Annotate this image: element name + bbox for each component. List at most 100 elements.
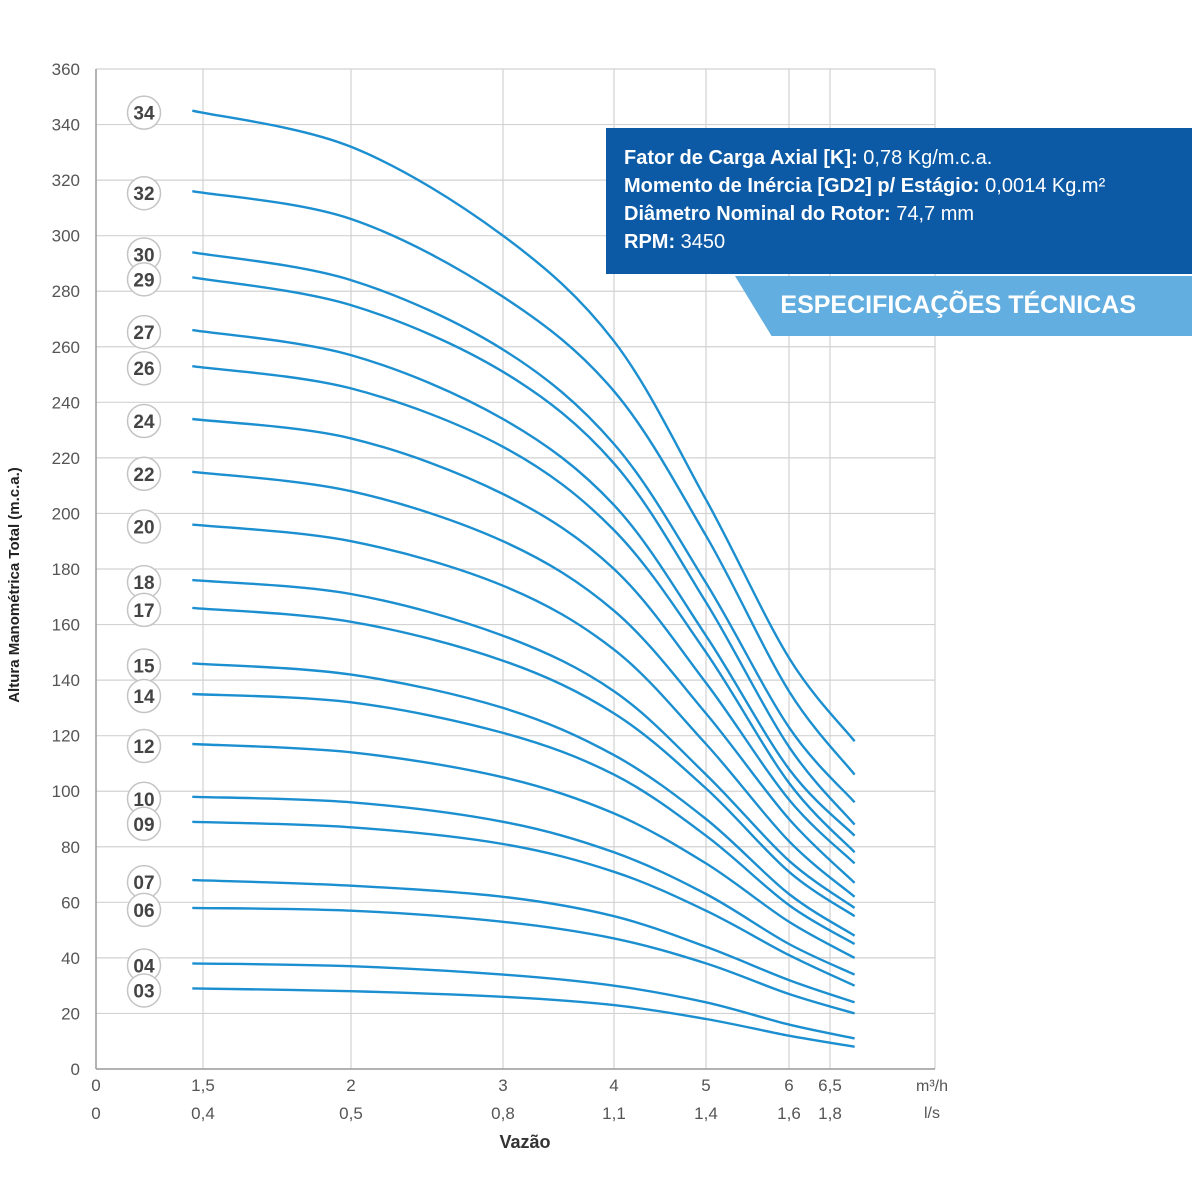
stage-number: 32 <box>133 184 154 205</box>
y-tick-label: 220 <box>52 449 80 468</box>
stage-circle <box>126 592 162 628</box>
x-unit-m3h: m³/h <box>916 1078 948 1095</box>
y-tick-label: 300 <box>52 227 80 246</box>
spec-title: ESPECIFICAÇÕES TÉCNICAS <box>780 291 1136 319</box>
stage-number: 22 <box>133 465 154 486</box>
y-tick-label: 340 <box>52 116 80 135</box>
stage-number: 10 <box>133 790 154 811</box>
y-tick-label: 40 <box>61 949 80 968</box>
y-axis-label: Altura Manométrica Total (m.c.a.) <box>6 467 23 703</box>
pump-curve-12 <box>192 742 856 959</box>
stage-number: 12 <box>133 737 154 758</box>
y-tick-label: 60 <box>61 893 80 912</box>
stage-number: 27 <box>133 323 154 344</box>
pump-curve-04 <box>192 962 855 1040</box>
y-tick-label: 140 <box>52 671 80 690</box>
stage-number: 06 <box>133 901 154 922</box>
spec-key: Momento de Inércia [GD2] p/ Estágio: <box>624 175 980 197</box>
y-tick-label: 160 <box>52 616 80 635</box>
x-tick-label-m3h: 2 <box>346 1076 355 1095</box>
stage-label-14: 14 <box>126 678 162 714</box>
y-tick-label: 280 <box>52 282 80 301</box>
stage-label-03: 03 <box>126 973 162 1008</box>
stage-circle <box>126 95 162 130</box>
stage-label-20: 20 <box>126 509 162 544</box>
spec-line-rpm: RPM: 3450 <box>624 228 1192 256</box>
pump-curve-26 <box>192 365 856 854</box>
stage-circle <box>126 509 162 544</box>
stage-circle <box>126 973 162 1008</box>
y-tick-label: 80 <box>61 838 80 857</box>
stage-label-06: 06 <box>126 892 162 928</box>
pump-curve-18 <box>192 578 856 909</box>
spec-value: 0,78 Kg/m.c.a. <box>857 147 993 169</box>
stage-label-27: 27 <box>126 314 162 350</box>
spec-line-rotor-diameter: Diâmetro Nominal do Rotor: 74,7 mm <box>624 200 1192 228</box>
x-axis-label: Vazão <box>499 1132 550 1152</box>
stage-label-22: 22 <box>126 456 162 492</box>
stage-label-24: 24 <box>126 403 162 439</box>
x-tick-label-m3h: 1,5 <box>191 1076 215 1095</box>
y-tick-label: 0 <box>71 1060 80 1079</box>
stage-circle <box>126 806 162 842</box>
stage-number: 29 <box>133 270 154 291</box>
stage-label-12: 12 <box>126 728 162 764</box>
x-tick-label-m3h: 0 <box>91 1076 100 1095</box>
pump-curve-29 <box>192 276 856 826</box>
stage-number: 26 <box>133 359 154 380</box>
stage-circle <box>126 728 162 764</box>
x-unit-ls: l/s <box>924 1105 940 1122</box>
x-tick-label-ls: 1,6 <box>777 1104 801 1123</box>
y-tick-label: 20 <box>61 1004 80 1023</box>
x-tick-label-ls: 0,4 <box>191 1104 215 1123</box>
stage-label-29: 29 <box>126 262 162 297</box>
pump-curve-06 <box>192 906 855 1015</box>
stage-circle <box>126 314 162 350</box>
pump-curve-17 <box>192 606 856 918</box>
stage-number: 09 <box>133 815 154 836</box>
stage-label-15: 15 <box>126 648 162 683</box>
pump-curve-27 <box>192 328 856 837</box>
stage-label-09: 09 <box>126 806 162 842</box>
stage-number: 03 <box>133 981 154 1002</box>
x-tick-labels: 0 0 1,5 0,4 2 0,5 3 0,8 4 1,1 5 1,4 6 1,6 6,5 1,8 <box>91 1076 842 1123</box>
stage-number: 15 <box>133 656 155 677</box>
pump-curve-09 <box>192 820 856 987</box>
spec-line-inertia: Momento de Inércia [GD2] p/ Estágio: 0,0… <box>624 172 1192 200</box>
spec-value: 3450 <box>675 231 726 253</box>
x-tick-label-ls: 0,5 <box>339 1104 363 1123</box>
x-tick-label-ls: 1,4 <box>694 1104 718 1123</box>
x-tick-label-m3h: 4 <box>609 1076 618 1095</box>
stage-label-04: 04 <box>126 948 162 983</box>
y-tick-label: 260 <box>52 338 80 357</box>
y-tick-label: 180 <box>52 560 80 579</box>
x-tick-label-ls: 1,8 <box>818 1104 842 1123</box>
y-tick-label: 240 <box>52 393 80 412</box>
pump-curve-07 <box>192 878 855 1004</box>
spec-key: Fator de Carga Axial [K]: <box>624 147 858 169</box>
stage-label-34: 34 <box>126 95 162 130</box>
stage-number: 04 <box>133 956 155 977</box>
stage-circle <box>126 175 162 211</box>
y-tick-label: 360 <box>52 60 80 79</box>
pump-curve-10 <box>192 795 856 976</box>
spec-title-banner: ESPECIFICAÇÕES TÉCNICAS <box>735 276 1192 336</box>
x-tick-label-m3h: 3 <box>498 1076 507 1095</box>
spec-value: 0,0014 Kg.m² <box>979 175 1106 197</box>
pump-curve-15 <box>192 662 856 937</box>
spec-key: RPM: <box>624 231 676 253</box>
spec-key: Diâmetro Nominal do Rotor: <box>624 203 891 225</box>
stage-label-30: 30 <box>126 237 162 272</box>
stage-circle <box>126 678 162 714</box>
stage-circle <box>126 892 162 928</box>
stage-number: 34 <box>133 104 155 125</box>
pump-curve-32 <box>192 190 856 776</box>
stage-circle <box>126 456 162 492</box>
x-tick-label-m3h: 6,5 <box>818 1076 842 1095</box>
y-tick-label: 200 <box>52 504 80 523</box>
pump-curve-22 <box>192 470 856 884</box>
spec-line-axial-load: Fator de Carga Axial [K]: 0,78 Kg/m.c.a. <box>624 144 1192 172</box>
pump-curve-03 <box>192 987 855 1048</box>
pump-curve-30 <box>192 251 856 804</box>
